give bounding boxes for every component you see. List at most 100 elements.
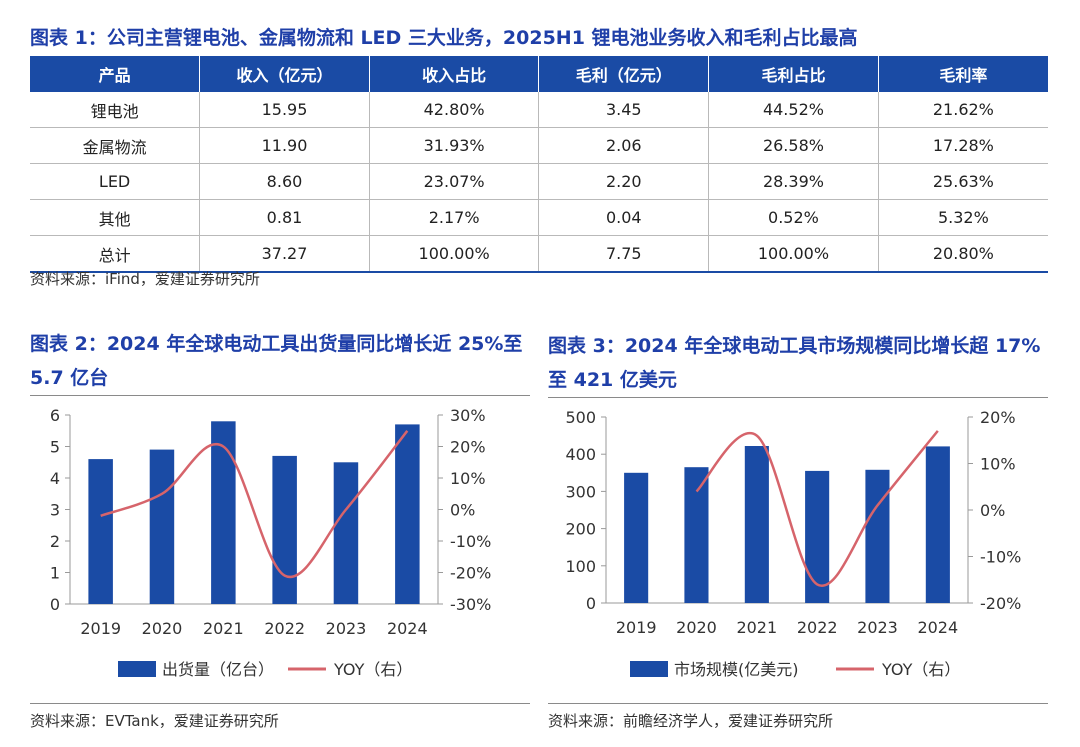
right-tick-label: -10% <box>980 548 1021 567</box>
bar-2023 <box>333 462 359 605</box>
table-cell: 7.75 <box>538 235 709 273</box>
header-gross-profit-share: 毛利占比 <box>708 56 879 92</box>
legend-line-label: YOY（右） <box>881 660 960 679</box>
chart2-title-rule <box>30 395 530 396</box>
right-tick-label: 30% <box>450 406 486 425</box>
left-tick-label: 6 <box>50 406 60 425</box>
revenue-table: 产品 收入（亿元） 收入占比 毛利（亿元） 毛利占比 毛利率 锂电池 15.95… <box>30 56 1048 273</box>
bar-2022 <box>805 470 830 603</box>
right-tick-label: 0% <box>980 501 1005 520</box>
table-cell: 0.52% <box>708 199 879 236</box>
right-tick-label: -10% <box>450 532 491 551</box>
table1-title: 图表 1：公司主营锂电池、金属物流和 LED 三大业务，2025H1 锂电池业务… <box>30 27 858 49</box>
left-tick-label: 4 <box>50 469 60 488</box>
table-cell: 100.00% <box>708 235 879 273</box>
left-tick-label: 400 <box>565 445 596 464</box>
table-row: 锂电池 15.95 42.80% 3.45 44.52% 21.62% <box>30 92 1048 128</box>
table-cell: 37.27 <box>199 235 370 273</box>
x-tick-label: 2023 <box>857 618 898 637</box>
table-cell: LED <box>30 163 200 200</box>
left-tick-label: 5 <box>50 438 60 457</box>
table-cell: 8.60 <box>199 163 370 200</box>
right-tick-label: 20% <box>980 408 1016 427</box>
left-tick-label: 2 <box>50 532 60 551</box>
chart3-source: 资料来源：前瞻经济学人，爱建证券研究所 <box>548 712 834 730</box>
right-tick-label: 20% <box>450 438 486 457</box>
legend-bar-swatch <box>118 661 156 677</box>
bar-2021 <box>211 421 236 604</box>
bar-2024 <box>395 424 420 604</box>
left-tick-label: 0 <box>586 594 596 613</box>
x-tick-label: 2023 <box>326 619 367 638</box>
table-row: LED 8.60 23.07% 2.20 28.39% 25.63% <box>30 163 1048 200</box>
table-cell: 锂电池 <box>30 92 200 128</box>
header-revenue: 收入（亿元） <box>199 56 370 92</box>
legend-bar-swatch <box>630 661 668 677</box>
x-tick-label: 2019 <box>80 619 121 638</box>
table-cell: 20.80% <box>877 235 1048 273</box>
header-gross-margin: 毛利率 <box>877 56 1048 92</box>
chart2-source: 资料来源：EVTank，爱建证券研究所 <box>30 712 279 730</box>
bar-2021 <box>744 446 769 603</box>
table-cell: 17.28% <box>877 127 1048 164</box>
x-tick-label: 2019 <box>616 618 657 637</box>
table-header-row: 产品 收入（亿元） 收入占比 毛利（亿元） 毛利占比 毛利率 <box>30 56 1048 92</box>
table-cell: 44.52% <box>708 92 879 128</box>
table-cell: 0.81 <box>199 199 370 236</box>
left-tick-label: 100 <box>565 557 596 576</box>
table-cell: 21.62% <box>877 92 1048 128</box>
x-tick-label: 2022 <box>264 619 305 638</box>
table-cell: 31.93% <box>368 127 539 164</box>
left-tick-label: 300 <box>565 482 596 501</box>
header-product: 产品 <box>30 56 200 92</box>
yoy-line <box>695 430 939 587</box>
chart3-title-rule <box>548 397 1048 398</box>
table-cell: 28.39% <box>708 163 879 200</box>
bar-2020 <box>684 467 709 603</box>
x-tick-label: 2020 <box>142 619 183 638</box>
table-cell: 42.80% <box>368 92 539 128</box>
left-tick-label: 0 <box>50 595 60 614</box>
table-cell: 2.06 <box>538 127 709 164</box>
chart2-source-rule <box>30 703 530 704</box>
shipment-chart: 0 1 2 3 4 5 6 -30% -20% -10% 0% 10% 20% 30% 2019 2020 20… <box>50 406 492 679</box>
chart3-source-rule <box>548 703 1048 704</box>
chart3-title-line2: 至 421 亿美元 <box>548 369 677 391</box>
table-cell: 5.32% <box>877 199 1048 236</box>
right-tick-label: -30% <box>450 595 491 614</box>
bar-2019 <box>88 459 113 604</box>
bar-2024 <box>925 446 950 603</box>
table-row: 总计 37.27 100.00% 7.75 100.00% 20.80% <box>30 235 1048 273</box>
x-tick-label: 2022 <box>797 618 838 637</box>
x-tick-label: 2021 <box>203 619 244 638</box>
bar-2022 <box>272 455 297 604</box>
chart2-title-line2: 5.7 亿台 <box>30 367 109 389</box>
table-cell: 26.58% <box>708 127 879 164</box>
right-tick-label: -20% <box>980 594 1021 613</box>
table-cell: 25.63% <box>877 163 1048 200</box>
table-cell: 2.17% <box>368 199 539 236</box>
table-cell: 其他 <box>30 199 200 236</box>
left-tick-label: 3 <box>50 501 60 520</box>
right-tick-label: -20% <box>450 564 491 583</box>
table-cell: 金属物流 <box>30 127 200 164</box>
right-tick-label: 0% <box>450 501 475 520</box>
x-tick-label: 2020 <box>676 618 717 637</box>
left-tick-label: 200 <box>565 520 596 539</box>
chart2-title-line1: 图表 2：2024 年全球电动工具出货量同比增长近 25%至 <box>30 333 523 355</box>
legend-bar-label: 出货量（亿台） <box>162 660 274 679</box>
table-cell: 0.04 <box>538 199 709 236</box>
right-tick-label: 10% <box>450 469 486 488</box>
legend-line-label: YOY（右） <box>333 660 412 679</box>
table-cell: 总计 <box>30 235 200 273</box>
chart3-title-line1: 图表 3：2024 年全球电动工具市场规模同比增长超 17% <box>548 335 1041 357</box>
x-tick-label: 2024 <box>387 619 428 638</box>
x-tick-label: 2024 <box>917 618 958 637</box>
header-gross-profit: 毛利（亿元） <box>538 56 709 92</box>
header-revenue-share: 收入占比 <box>368 56 539 92</box>
legend-bar-label: 市场规模(亿美元) <box>674 660 799 679</box>
table-row: 其他 0.81 2.17% 0.04 0.52% 5.32% <box>30 199 1048 236</box>
table-cell: 3.45 <box>538 92 709 128</box>
table-cell: 15.95 <box>199 92 370 128</box>
market-size-chart: 0 100 200 300 400 500 -20% -10% 0% 10% 20% 2019 2020… <box>565 408 1021 679</box>
